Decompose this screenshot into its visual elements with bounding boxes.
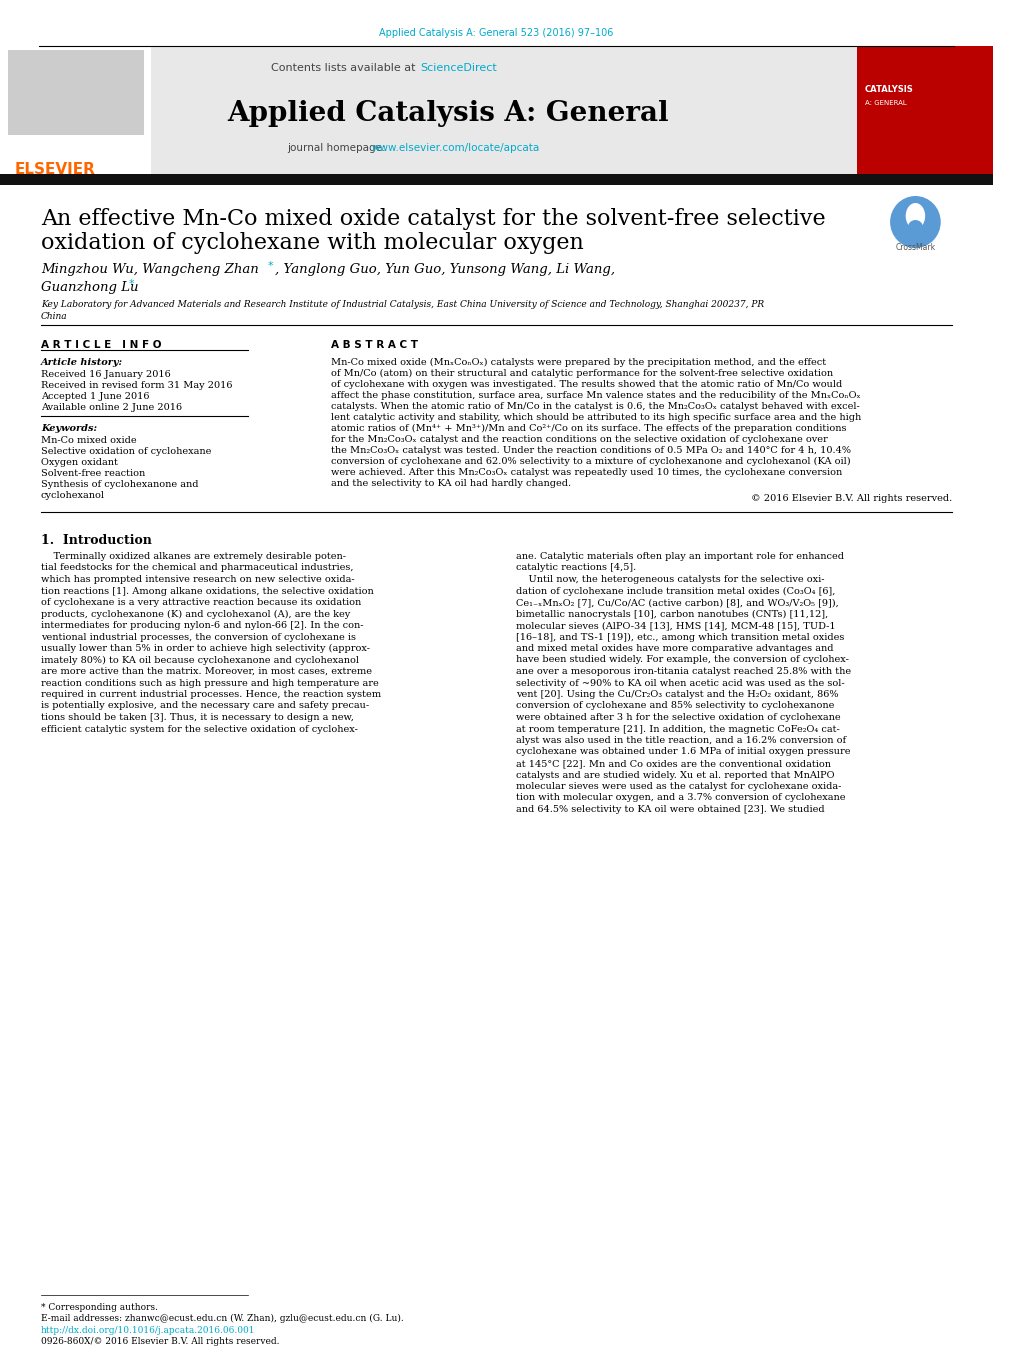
Text: oxidation of cyclohexane with molecular oxygen: oxidation of cyclohexane with molecular … <box>41 232 583 254</box>
Text: tions should be taken [3]. Thus, it is necessary to design a new,: tions should be taken [3]. Thus, it is n… <box>41 713 354 721</box>
Text: Selective oxidation of cyclohexane: Selective oxidation of cyclohexane <box>41 447 211 457</box>
Text: at room temperature [21]. In addition, the magnetic CoFe₂O₄ cat-: at room temperature [21]. In addition, t… <box>516 724 839 734</box>
Text: © 2016 Elsevier B.V. All rights reserved.: © 2016 Elsevier B.V. All rights reserved… <box>750 494 952 503</box>
Text: molecular sieves (AlPO-34 [13], HMS [14], MCM-48 [15], TUD-1: molecular sieves (AlPO-34 [13], HMS [14]… <box>516 621 835 630</box>
Text: Mn-Co mixed oxide (MnₓCoₙOₓ) catalysts were prepared by the precipitation method: Mn-Co mixed oxide (MnₓCoₙOₓ) catalysts w… <box>331 358 825 367</box>
Text: were obtained after 3 h for the selective oxidation of cyclohexane: were obtained after 3 h for the selectiv… <box>516 713 840 721</box>
Text: usually lower than 5% in order to achieve high selectivity (approx-: usually lower than 5% in order to achiev… <box>41 644 370 653</box>
Text: [16–18], and TS-1 [19]), etc., among which transition metal oxides: [16–18], and TS-1 [19]), etc., among whi… <box>516 632 844 642</box>
Circle shape <box>890 196 940 249</box>
Text: Key Laboratory for Advanced Materials and Research Institute of Industrial Catal: Key Laboratory for Advanced Materials an… <box>41 300 763 309</box>
Text: A R T I C L E   I N F O: A R T I C L E I N F O <box>41 340 161 350</box>
Text: A: GENERAL: A: GENERAL <box>864 100 906 105</box>
Text: and 64.5% selectivity to KA oil were obtained [23]. We studied: and 64.5% selectivity to KA oil were obt… <box>516 805 824 815</box>
Text: Guanzhong Lu: Guanzhong Lu <box>41 281 139 295</box>
Text: reaction conditions such as high pressure and high temperature are: reaction conditions such as high pressur… <box>41 678 378 688</box>
Text: catalysts and are studied widely. Xu et al. reported that MnAlPO: catalysts and are studied widely. Xu et … <box>516 770 834 780</box>
Text: tion with molecular oxygen, and a 3.7% conversion of cyclohexane: tion with molecular oxygen, and a 3.7% c… <box>516 793 845 802</box>
Text: were achieved. After this Mn₂Co₃Oₓ catalyst was repeatedly used 10 times, the cy: were achieved. After this Mn₂Co₃Oₓ catal… <box>331 467 842 477</box>
Text: tial feedstocks for the chemical and pharmaceutical industries,: tial feedstocks for the chemical and pha… <box>41 563 353 573</box>
Text: which has prompted intensive research on new selective oxida-: which has prompted intensive research on… <box>41 576 355 584</box>
FancyBboxPatch shape <box>0 174 993 185</box>
Text: and the selectivity to KA oil had hardly changed.: and the selectivity to KA oil had hardly… <box>331 480 571 488</box>
Text: CrossMark: CrossMark <box>895 243 934 253</box>
Text: affect the phase constitution, surface area, surface Mn valence states and the r: affect the phase constitution, surface a… <box>331 390 860 400</box>
Text: dation of cyclohexane include transition metal oxides (Co₃O₄ [6],: dation of cyclohexane include transition… <box>516 586 835 596</box>
Text: Until now, the heterogeneous catalysts for the selective oxi-: Until now, the heterogeneous catalysts f… <box>516 576 823 584</box>
Text: Article history:: Article history: <box>41 358 123 367</box>
Text: of Mn/Co (atom) on their structural and catalytic performance for the solvent-fr: of Mn/Co (atom) on their structural and … <box>331 369 833 378</box>
Text: Mn-Co mixed oxide: Mn-Co mixed oxide <box>41 436 137 444</box>
Text: cyclohexane was obtained under 1.6 MPa of initial oxygen pressure: cyclohexane was obtained under 1.6 MPa o… <box>516 747 850 757</box>
Text: bimetallic nanocrystals [10], carbon nanotubes (CNTs) [11,12],: bimetallic nanocrystals [10], carbon nan… <box>516 609 827 619</box>
Text: have been studied widely. For example, the conversion of cyclohex-: have been studied widely. For example, t… <box>516 655 848 665</box>
Ellipse shape <box>905 203 924 230</box>
Text: A B S T R A C T: A B S T R A C T <box>331 340 418 350</box>
Text: *: * <box>268 261 273 272</box>
Text: and mixed metal oxides have more comparative advantages and: and mixed metal oxides have more compara… <box>516 644 833 653</box>
FancyBboxPatch shape <box>8 50 144 135</box>
Text: Accepted 1 June 2016: Accepted 1 June 2016 <box>41 392 149 401</box>
Text: Ce₁₋ₓMnₓO₂ [7], Cu/Co/AC (active carbon) [8], and WO₃/V₂O₅ [9]),: Ce₁₋ₓMnₓO₂ [7], Cu/Co/AC (active carbon)… <box>516 598 838 607</box>
Text: conversion of cyclohexane and 62.0% selectivity to a mixture of cyclohexanone an: conversion of cyclohexane and 62.0% sele… <box>331 457 850 466</box>
Text: imately 80%) to KA oil because cyclohexanone and cyclohexanol: imately 80%) to KA oil because cyclohexa… <box>41 655 359 665</box>
Text: products, cyclohexanone (K) and cyclohexanol (A), are the key: products, cyclohexanone (K) and cyclohex… <box>41 609 350 619</box>
Text: ane over a mesoporous iron-titania catalyst reached 25.8% with the: ane over a mesoporous iron-titania catal… <box>516 667 851 676</box>
Text: CATALYSIS: CATALYSIS <box>864 85 913 95</box>
Text: vent [20]. Using the Cu/Cr₂O₃ catalyst and the H₂O₂ oxidant, 86%: vent [20]. Using the Cu/Cr₂O₃ catalyst a… <box>516 690 838 698</box>
Text: the Mn₂Co₃Oₓ catalyst was tested. Under the reaction conditions of 0.5 MPa O₂ an: the Mn₂Co₃Oₓ catalyst was tested. Under … <box>331 446 850 455</box>
Text: Applied Catalysis A: General: Applied Catalysis A: General <box>227 100 668 127</box>
Text: Applied Catalysis A: General 523 (2016) 97–106: Applied Catalysis A: General 523 (2016) … <box>379 28 613 38</box>
Text: of cyclohexane with oxygen was investigated. The results showed that the atomic : of cyclohexane with oxygen was investiga… <box>331 380 842 389</box>
Text: 1.  Introduction: 1. Introduction <box>41 534 152 547</box>
Text: ELSEVIER: ELSEVIER <box>14 162 96 177</box>
FancyBboxPatch shape <box>856 46 993 176</box>
Text: ventional industrial processes, the conversion of cyclohexane is: ventional industrial processes, the conv… <box>41 632 356 642</box>
Text: atomic ratios of (Mn⁴⁺ + Mn³⁺)/Mn and Co²⁺/Co on its surface. The effects of the: atomic ratios of (Mn⁴⁺ + Mn³⁺)/Mn and Co… <box>331 424 846 434</box>
Text: Available online 2 June 2016: Available online 2 June 2016 <box>41 403 181 412</box>
Text: *: * <box>128 280 135 289</box>
Text: * Corresponding authors.: * Corresponding authors. <box>41 1302 158 1312</box>
Text: Received in revised form 31 May 2016: Received in revised form 31 May 2016 <box>41 381 232 390</box>
Text: selectivity of ~90% to KA oil when acetic acid was used as the sol-: selectivity of ~90% to KA oil when aceti… <box>516 678 844 688</box>
FancyBboxPatch shape <box>0 46 993 176</box>
Text: intermediates for producing nylon-6 and nylon-66 [2]. In the con-: intermediates for producing nylon-6 and … <box>41 621 363 630</box>
Text: 0926-860X/© 2016 Elsevier B.V. All rights reserved.: 0926-860X/© 2016 Elsevier B.V. All right… <box>41 1337 279 1346</box>
Text: ane. Catalytic materials often play an important role for enhanced: ane. Catalytic materials often play an i… <box>516 553 844 561</box>
Text: China: China <box>41 312 67 322</box>
FancyBboxPatch shape <box>0 46 151 176</box>
Text: Terminally oxidized alkanes are extremely desirable poten-: Terminally oxidized alkanes are extremel… <box>41 553 345 561</box>
Text: ScienceDirect: ScienceDirect <box>420 63 497 73</box>
Text: at 145°C [22]. Mn and Co oxides are the conventional oxidation: at 145°C [22]. Mn and Co oxides are the … <box>516 759 830 767</box>
Text: lent catalytic activity and stability, which should be attributed to its high sp: lent catalytic activity and stability, w… <box>331 413 860 422</box>
Text: Synthesis of cyclohexanone and: Synthesis of cyclohexanone and <box>41 480 199 489</box>
Circle shape <box>907 220 922 236</box>
Text: , Yanglong Guo, Yun Guo, Yunsong Wang, Li Wang,: , Yanglong Guo, Yun Guo, Yunsong Wang, L… <box>274 263 614 276</box>
Text: Oxygen oxidant: Oxygen oxidant <box>41 458 117 467</box>
Text: is potentially explosive, and the necessary care and safety precau-: is potentially explosive, and the necess… <box>41 701 369 711</box>
Text: of cyclohexane is a very attractive reaction because its oxidation: of cyclohexane is a very attractive reac… <box>41 598 361 607</box>
Text: required in current industrial processes. Hence, the reaction system: required in current industrial processes… <box>41 690 381 698</box>
Text: for the Mn₂Co₃Oₓ catalyst and the reaction conditions on the selective oxidation: for the Mn₂Co₃Oₓ catalyst and the reacti… <box>331 435 827 444</box>
Text: conversion of cyclohexane and 85% selectivity to cyclohexanone: conversion of cyclohexane and 85% select… <box>516 701 834 711</box>
Text: Solvent-free reaction: Solvent-free reaction <box>41 469 145 478</box>
Text: Received 16 January 2016: Received 16 January 2016 <box>41 370 170 380</box>
Text: http://dx.doi.org/10.1016/j.apcata.2016.06.001: http://dx.doi.org/10.1016/j.apcata.2016.… <box>41 1325 255 1335</box>
Text: cyclohexanol: cyclohexanol <box>41 490 105 500</box>
Text: catalytic reactions [4,5].: catalytic reactions [4,5]. <box>516 563 636 573</box>
Text: molecular sieves were used as the catalyst for cyclohexane oxida-: molecular sieves were used as the cataly… <box>516 782 841 790</box>
Text: E-mail addresses: zhanwc@ecust.edu.cn (W. Zhan), gzlu@ecust.edu.cn (G. Lu).: E-mail addresses: zhanwc@ecust.edu.cn (W… <box>41 1315 404 1323</box>
Text: journal homepage:: journal homepage: <box>287 143 389 153</box>
Text: www.elsevier.com/locate/apcata: www.elsevier.com/locate/apcata <box>372 143 540 153</box>
Text: Contents lists available at: Contents lists available at <box>270 63 419 73</box>
Text: catalysts. When the atomic ratio of Mn/Co in the catalyst is 0.6, the Mn₂Co₃Oₓ c: catalysts. When the atomic ratio of Mn/C… <box>331 403 859 411</box>
Text: Keywords:: Keywords: <box>41 424 97 434</box>
Text: Mingzhou Wu, Wangcheng Zhan: Mingzhou Wu, Wangcheng Zhan <box>41 263 259 276</box>
Text: tion reactions [1]. Among alkane oxidations, the selective oxidation: tion reactions [1]. Among alkane oxidati… <box>41 586 373 596</box>
Text: efficient catalytic system for the selective oxidation of cyclohex-: efficient catalytic system for the selec… <box>41 724 358 734</box>
Text: are more active than the matrix. Moreover, in most cases, extreme: are more active than the matrix. Moreove… <box>41 667 372 676</box>
Text: alyst was also used in the title reaction, and a 16.2% conversion of: alyst was also used in the title reactio… <box>516 736 846 744</box>
Text: An effective Mn-Co mixed oxide catalyst for the solvent-free selective: An effective Mn-Co mixed oxide catalyst … <box>41 208 824 230</box>
